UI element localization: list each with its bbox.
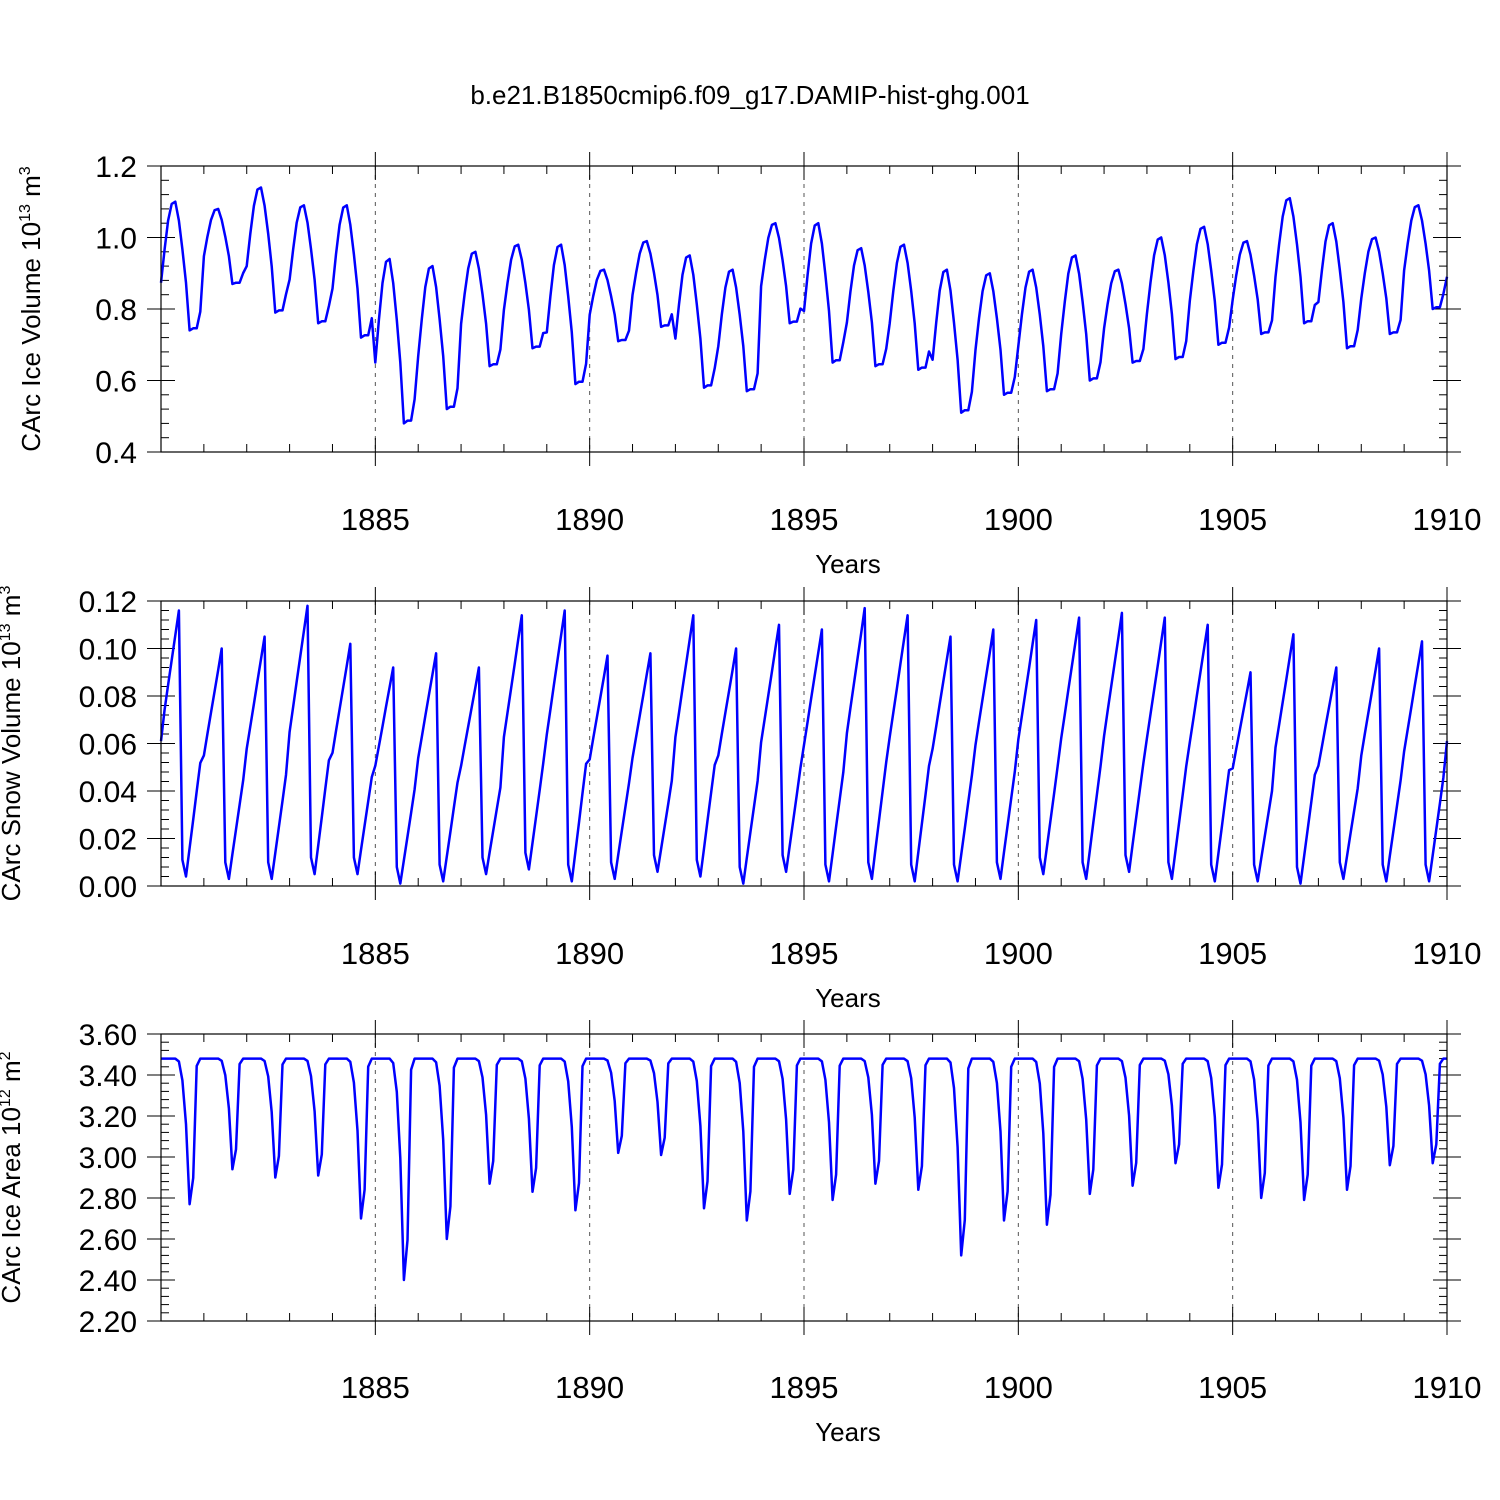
data-series-line [161,1057,1447,1282]
panel-snow-volume: 0.00 0.02 0.04 0.06 0.08 0.10 0.12 1885 1890 1895… [0,586,1481,1013]
y-tick-label: 0.12 [79,586,137,619]
panel-ice-volume: 0.4 0.6 0.8 1.0 1.2 1885 1890 1895 1900 1905 1910 Y… [16,151,1481,579]
plot-frame [160,600,1448,887]
y-tick-label: 3.00 [79,1142,137,1175]
y-tick-label: 2.60 [79,1224,137,1257]
x-tick-label: 1910 [1413,936,1482,971]
x-tick-label: 1905 [1198,1370,1267,1405]
data-series-line [159,604,1449,885]
y-tick-label: 3.20 [79,1101,137,1134]
y-tick-label: 0.6 [95,366,137,399]
x-tick-label: 1885 [341,502,410,537]
x-tick-label: 1885 [341,1370,410,1405]
y-tick-label: 0.08 [79,681,137,714]
x-axis-label: Years [815,549,881,579]
plot-frame [160,1033,1448,1322]
x-tick-label: 1890 [555,1370,624,1405]
panels: 0.4 0.6 0.8 1.0 1.2 1885 1890 1895 1900 1905 1910 Y… [0,151,1481,1447]
x-tick-label: 1895 [770,936,839,971]
data-series-line [159,186,1449,425]
y-tick-label: 0.8 [95,294,137,327]
x-tick-label: 1900 [984,936,1053,971]
y-axis-label: CArc Ice Area 1012 m2 [0,1051,26,1303]
x-tick-label: 1905 [1198,936,1267,971]
y-tick-label: 0.4 [95,437,137,470]
y-tick-label: 2.20 [79,1306,137,1339]
x-axis-label: Years [815,1417,881,1447]
x-tick-label: 1910 [1413,502,1482,537]
y-tick-label: 0.00 [79,871,137,904]
y-axis-label: CArc Ice Volume 1013 m3 [16,166,46,451]
y-tick-label: 1.2 [95,151,137,184]
y-tick-label: 2.80 [79,1183,137,1216]
panel-ice-area: 2.20 2.40 2.60 2.80 3.00 3.20 3.40 3.60 1885 1890… [0,1019,1481,1447]
y-tick-label: 3.40 [79,1060,137,1093]
y-axis-label: CArc Snow Volume 1013 m3 [0,586,26,902]
x-tick-label: 1895 [770,502,839,537]
x-axis-label: Years [815,983,881,1013]
y-tick-label: 1.0 [95,223,137,256]
y-tick-label: 0.02 [79,824,137,857]
x-tick-label: 1885 [341,936,410,971]
plot-frame [160,165,1448,453]
x-tick-label: 1905 [1198,502,1267,537]
x-tick-label: 1890 [555,936,624,971]
x-tick-label: 1900 [984,1370,1053,1405]
y-tick-label: 2.40 [79,1265,137,1298]
x-tick-label: 1910 [1413,1370,1482,1405]
x-tick-label: 1895 [770,1370,839,1405]
y-tick-label: 0.06 [79,729,137,762]
y-tick-label: 3.60 [79,1019,137,1052]
y-tick-label: 0.10 [79,634,137,667]
figure-title: b.e21.B1850cmip6.f09_g17.DAMIP-hist-ghg.… [470,80,1029,110]
x-tick-label: 1890 [555,502,624,537]
y-tick-label: 0.04 [79,776,137,809]
x-tick-label: 1900 [984,502,1053,537]
